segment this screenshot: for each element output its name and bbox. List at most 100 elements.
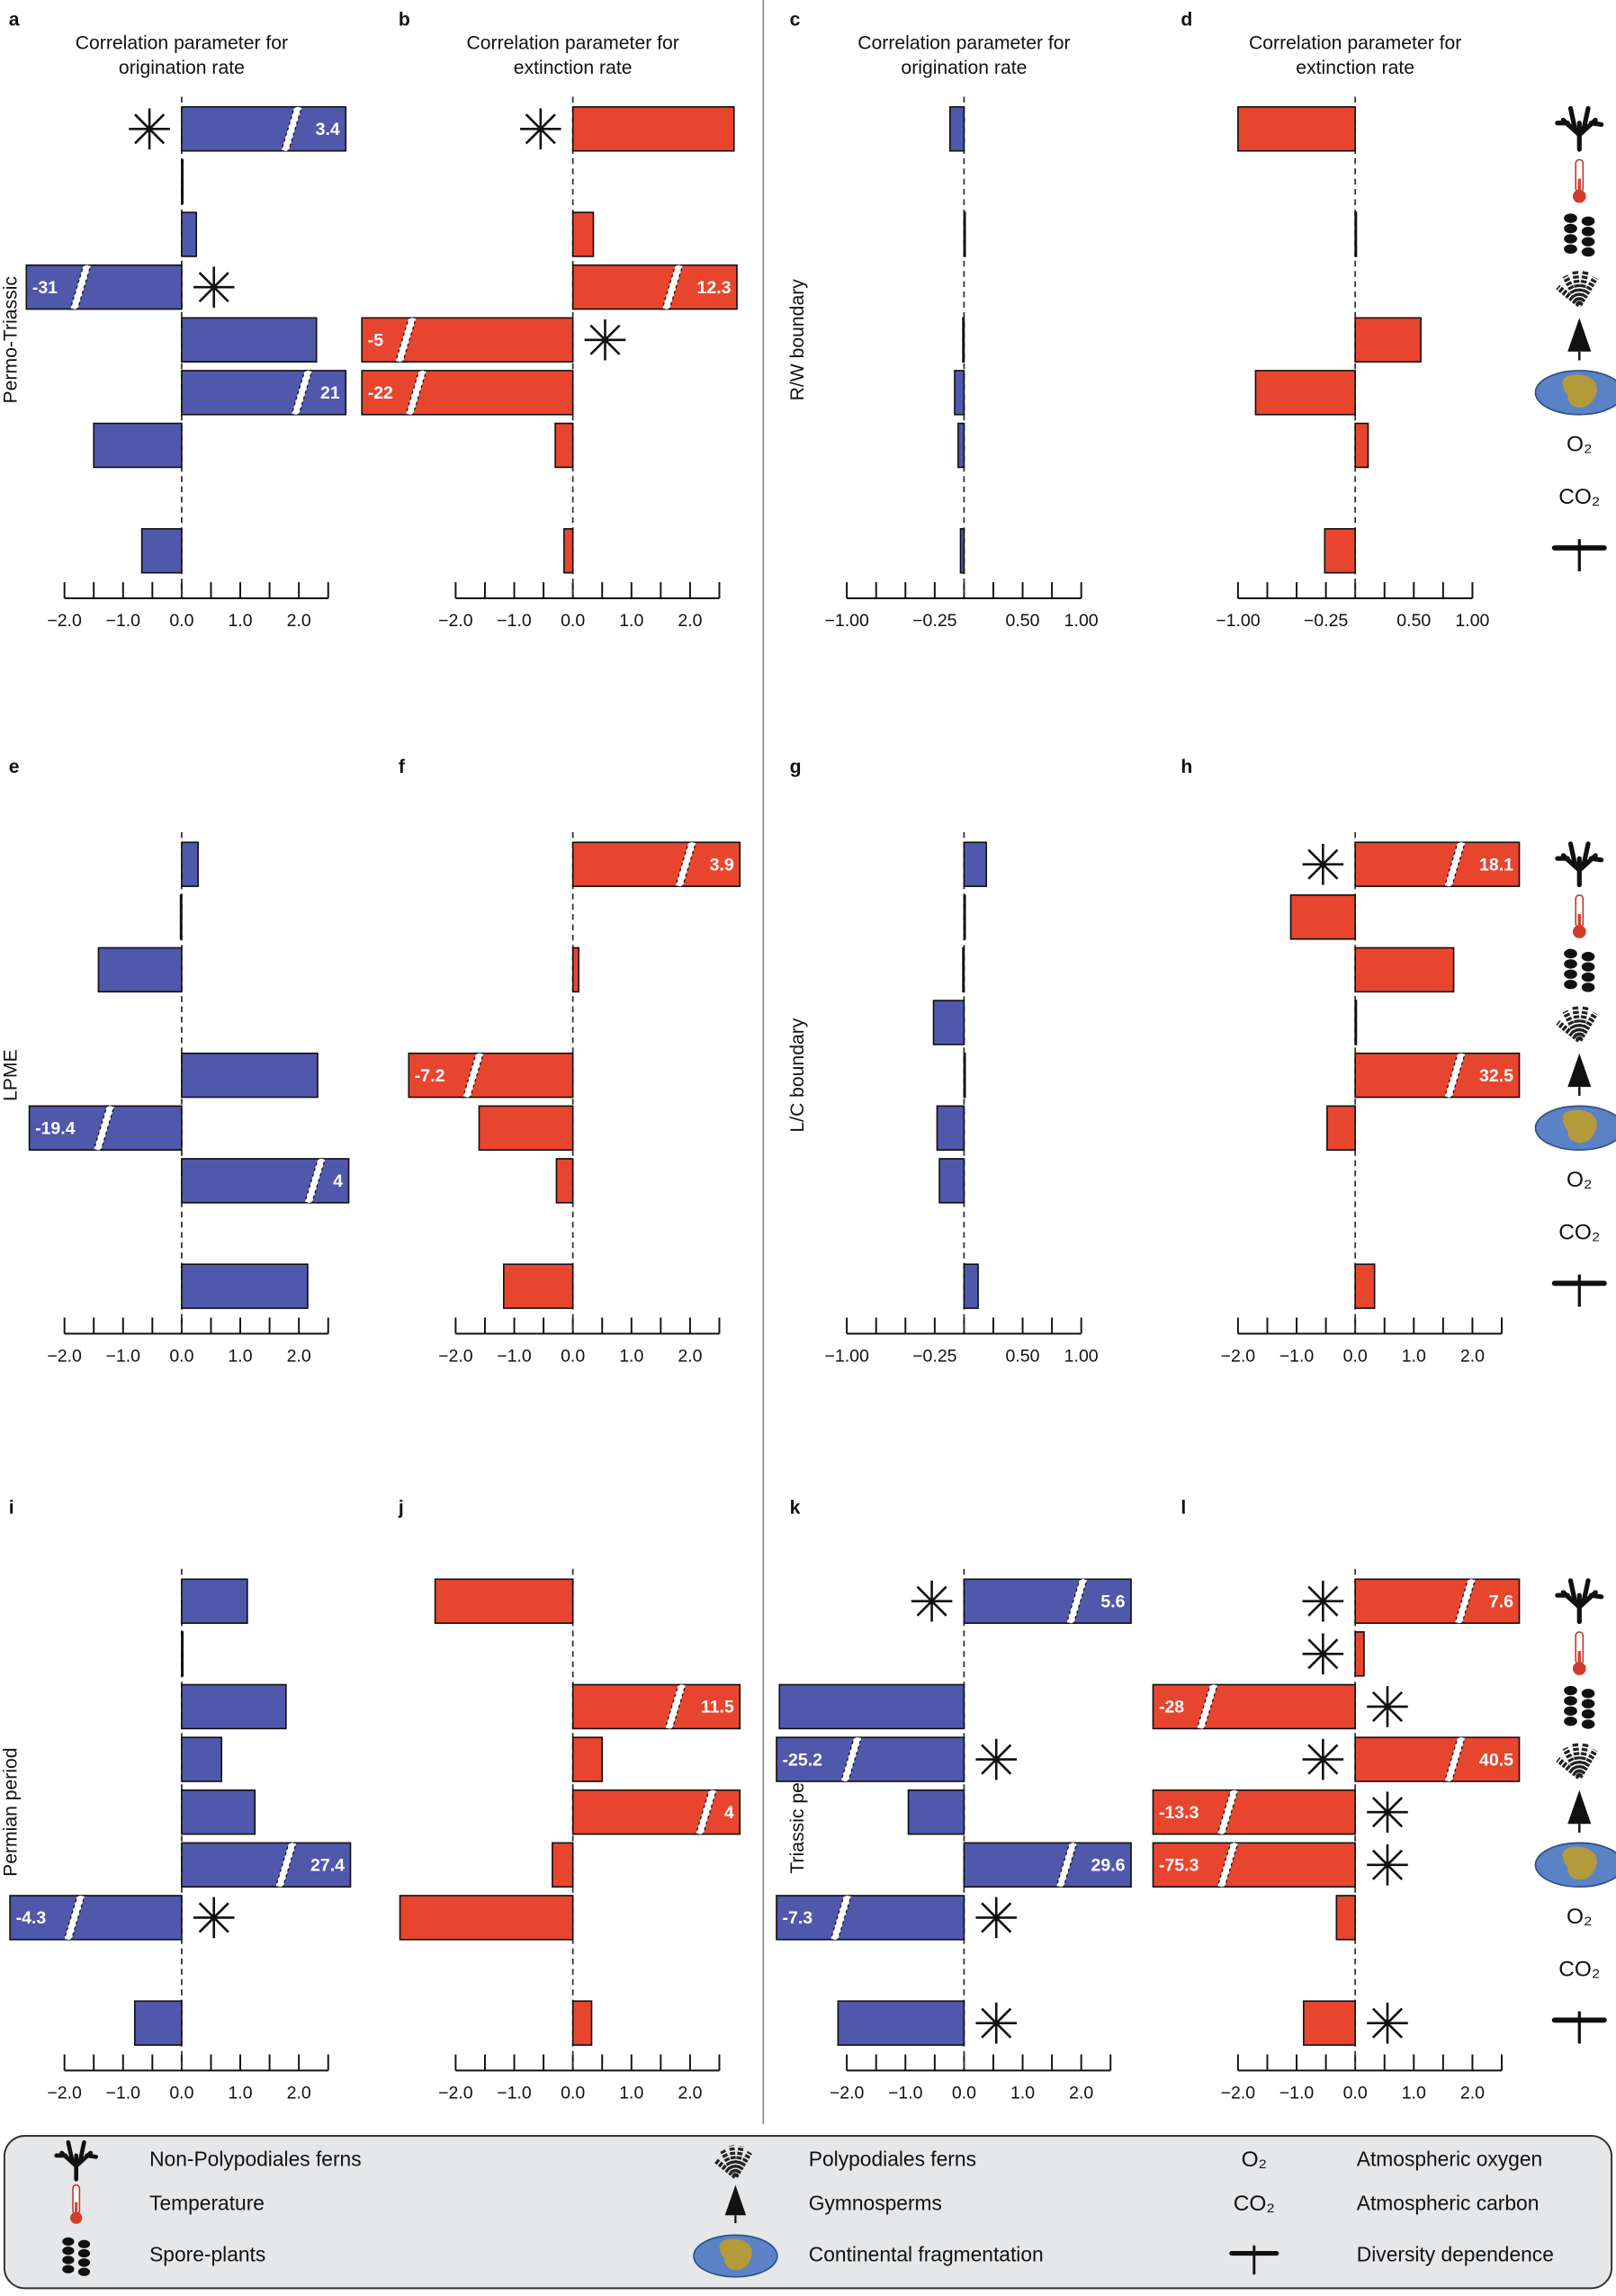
significance-star (911, 1580, 953, 1622)
x-tick-label: 2.0 (678, 1347, 702, 1367)
bar (1289, 894, 1356, 940)
x-tick-label: 0.50 (1006, 1347, 1040, 1367)
bar-value-label: -22 (368, 383, 393, 403)
break-mark (291, 370, 313, 416)
icon-spore (77, 2258, 91, 2267)
bar-value-label: -25.2 (783, 1750, 823, 1770)
icon-fern (1555, 1578, 1604, 1625)
significance-star (193, 1897, 235, 1939)
x-tick-label: 1.0 (619, 2084, 643, 2103)
bar (181, 211, 198, 257)
bar (1354, 1736, 1521, 1782)
icon-thermometer-bulb (1572, 1662, 1586, 1675)
icon-symbol: CO₂ (1558, 485, 1600, 509)
bar (181, 317, 318, 363)
significance-star (975, 1738, 1018, 1780)
x-tick-label: −1.00 (824, 1347, 869, 1367)
icon-spore (1581, 952, 1595, 962)
legend-label: Atmospheric carbon (1357, 2192, 1540, 2215)
bar (1324, 527, 1356, 574)
bar (1152, 1789, 1356, 1835)
bar (181, 106, 347, 152)
panel-title: Correlation parameter for (76, 32, 288, 53)
bar-value-label: 11.5 (701, 1698, 734, 1718)
break-mark (830, 1895, 852, 1941)
significance-star (1302, 1633, 1344, 1675)
icon-spore (1581, 237, 1595, 247)
panel-title: origination rate (901, 58, 1027, 78)
x-tick-label: 0.50 (1006, 611, 1040, 631)
bar (552, 1842, 574, 1888)
icon-spore (77, 2248, 91, 2258)
bar (1335, 1895, 1356, 1941)
panel-letter: a (9, 9, 20, 30)
icon-spore (1581, 1689, 1595, 1699)
legend-label: Temperature (149, 2192, 265, 2215)
x-tick-label: −0.25 (1304, 611, 1349, 631)
significance-star (1302, 1738, 1344, 1780)
icon-spore (1564, 244, 1577, 255)
x-tick-label: −0.25 (912, 1347, 957, 1367)
break-mark (664, 1683, 687, 1730)
break-mark (462, 1053, 485, 1099)
x-tick-label: 0.0 (1343, 1347, 1368, 1367)
bar (571, 2000, 593, 2046)
bar-value-label: 3.4 (316, 120, 340, 139)
break-mark (1443, 1053, 1467, 1099)
bar (1326, 1105, 1356, 1152)
bar (181, 1736, 223, 1782)
break-mark (405, 370, 427, 416)
legend-label: Gymnosperms (809, 2192, 942, 2215)
bar (1354, 1578, 1521, 1624)
panel-title: Correlation parameter for (1249, 32, 1461, 53)
legend-label: Non-Polypodiales ferns (149, 2148, 362, 2171)
x-tick-label: −2.0 (438, 1347, 473, 1367)
bar-value-label: -13.3 (1159, 1803, 1199, 1823)
bar (408, 1052, 574, 1099)
icon-spore (77, 2239, 91, 2249)
x-tick-label: 0.0 (169, 611, 193, 631)
bar (776, 1736, 965, 1782)
icon-spore (1564, 223, 1577, 234)
break-mark (274, 1842, 298, 1888)
bar (1152, 1683, 1356, 1730)
x-tick-label: 2.0 (1460, 1347, 1485, 1367)
break-mark (303, 1158, 327, 1204)
icon-spore (1564, 1685, 1577, 1696)
break-mark (661, 265, 684, 310)
bar (571, 946, 579, 993)
x-tick-label: −2.0 (1221, 1347, 1256, 1367)
icon-thermometer-fill (1577, 1651, 1581, 1666)
panel-title: origination rate (119, 58, 245, 78)
bar (502, 1263, 574, 1309)
panel-letter: e (9, 757, 20, 777)
break-mark (1443, 841, 1467, 887)
break-mark (69, 265, 92, 310)
x-tick-label: −2.0 (1221, 2084, 1256, 2103)
x-tick-label: 1.00 (1064, 1347, 1099, 1367)
significance-star (1302, 1580, 1344, 1622)
icon-tree (1567, 1053, 1592, 1088)
bar-value-label: -7.3 (783, 1908, 813, 1928)
bar (478, 1105, 574, 1152)
bar-value-label: 21 (320, 383, 340, 403)
icon-tree (724, 2184, 747, 2216)
bar (938, 1158, 965, 1204)
row-label: L/C boundary (787, 1018, 808, 1132)
icon-frond (1576, 276, 1598, 307)
panel-title: extinction rate (514, 58, 633, 78)
bar (962, 946, 965, 993)
row-label: LPME (1, 1049, 22, 1101)
bar (361, 317, 574, 363)
x-tick-label: −1.0 (1279, 1347, 1315, 1367)
bar (1354, 317, 1422, 363)
panel-title: Correlation parameter for (857, 32, 1070, 53)
x-tick-label: 1.0 (228, 611, 252, 631)
icon-spore (1564, 959, 1577, 969)
x-tick-label: −2.0 (47, 611, 82, 631)
bar (1354, 1263, 1376, 1309)
x-tick-label: 1.0 (1402, 1347, 1426, 1367)
x-tick-label: 1.0 (228, 1347, 252, 1367)
x-tick-label: 0.0 (1343, 2084, 1368, 2103)
